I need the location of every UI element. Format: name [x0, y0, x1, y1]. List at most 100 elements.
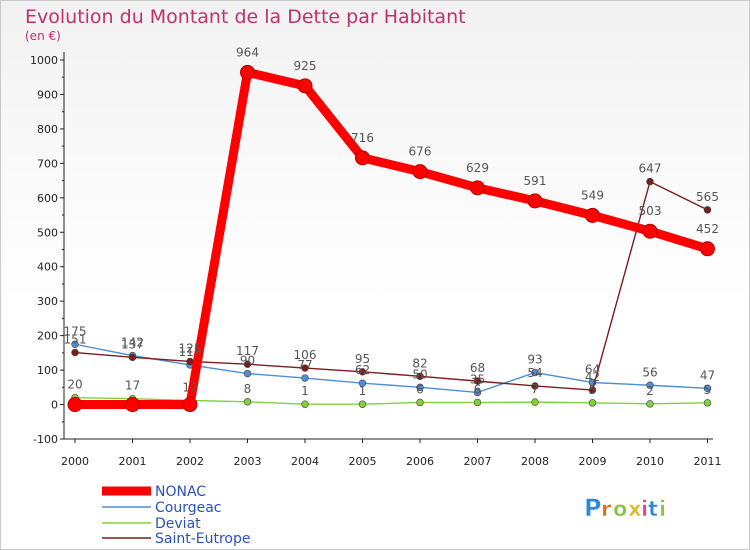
data-point-deviat: [531, 398, 539, 406]
data-label-saint-eutrope: 54: [527, 366, 542, 380]
data-point-deviat: [703, 399, 712, 407]
data-label-nonac: 676: [409, 145, 432, 159]
legend-label-nonac: NONAC: [155, 484, 206, 500]
data-label-courgeac: 64: [585, 362, 600, 376]
data-point-deviat: [646, 400, 654, 408]
data-point-nonac: [355, 150, 370, 166]
series-lines: [67, 64, 715, 413]
data-point-saint-eutrope: [473, 377, 482, 385]
data-point-courgeac: [358, 379, 367, 387]
y-tick-label: 300: [37, 295, 58, 308]
y-tick-label: 1000: [30, 54, 58, 67]
data-point-nonac: [642, 223, 658, 239]
data-point-courgeac: [531, 368, 539, 377]
brand-letter: x: [628, 497, 642, 521]
series-line-nonac: [70, 67, 712, 410]
data-label-courgeac: 142: [121, 336, 144, 350]
brand-letter: i: [659, 497, 666, 521]
data-point-saint-eutrope: [358, 368, 367, 376]
data-label-deviat: 8: [244, 382, 252, 396]
data-label-saint-eutrope: 137: [121, 337, 144, 351]
legend-label-saint-eutrope: Saint-Eutrope: [155, 531, 251, 547]
data-label-deviat: 12: [182, 380, 197, 394]
data-point-deviat: [473, 398, 482, 407]
y-tick-label: -100: [33, 433, 58, 446]
data-point-deviat: [358, 400, 367, 408]
data-point-nonac: [240, 64, 255, 80]
y-tick-label: 700: [37, 157, 58, 170]
data-point-deviat: [416, 398, 424, 407]
y-tick-label: 800: [37, 123, 58, 136]
x-tick-label: 2006: [406, 455, 434, 468]
data-point-courgeac: [243, 369, 252, 378]
data-label-nonac: 503: [639, 204, 662, 218]
x-tick-label: 2009: [579, 455, 607, 468]
x-tick-label: 2008: [521, 455, 549, 468]
data-point-deviat: [588, 399, 597, 407]
x-tick-label: 2011: [694, 455, 722, 468]
brand-letter: P: [584, 494, 602, 522]
data-point-saint-eutrope: [71, 348, 79, 357]
data-point-nonac: [470, 180, 485, 196]
y-tick-label: 900: [37, 88, 58, 101]
data-point-saint-eutrope: [243, 360, 252, 368]
data-point-nonac: [527, 193, 543, 209]
data-point-courgeac: [71, 340, 79, 348]
brand-letter: r: [601, 497, 612, 521]
data-label-saint-eutrope: 68: [470, 361, 485, 375]
data-label-deviat: 5: [589, 383, 597, 397]
y-tick-label: 200: [37, 330, 58, 343]
data-label-deviat: 1: [359, 384, 367, 398]
data-point-nonac: [297, 78, 313, 94]
brand-letter: i: [641, 497, 648, 521]
data-label-courgeac: 175: [64, 324, 87, 338]
data-label-nonac: 591: [524, 174, 547, 188]
data-point-saint-eutrope: [301, 364, 309, 372]
data-label-saint-eutrope: 82: [412, 356, 427, 370]
data-point-saint-eutrope: [646, 177, 654, 186]
data-point-deviat: [301, 400, 309, 408]
data-label-saint-eutrope: 42: [585, 370, 600, 384]
data-point-saint-eutrope: [703, 206, 712, 214]
y-tick-label: 400: [37, 261, 58, 274]
data-label-courgeac: 77: [297, 358, 312, 372]
x-tick-label: 2001: [119, 455, 147, 468]
data-point-nonac: [412, 164, 428, 180]
data-point-nonac: [182, 397, 198, 413]
data-point-courgeac: [301, 374, 309, 382]
data-point-saint-eutrope: [128, 353, 137, 362]
chart-title: Evolution du Montant de la Dette par Hab…: [25, 6, 466, 28]
x-tick-label: 2010: [636, 455, 664, 468]
data-label-courgeac: 90: [240, 354, 255, 368]
legend-label-courgeac: Courgeac: [155, 500, 222, 516]
data-label-saint-eutrope: 95: [355, 352, 370, 366]
data-label-courgeac: 35: [470, 372, 485, 386]
data-point-saint-eutrope: [186, 357, 194, 366]
x-tick-label: 2004: [291, 455, 319, 468]
x-tick-label: 2000: [61, 455, 89, 468]
data-label-deviat: 6: [416, 382, 424, 396]
x-tick-label: 2002: [176, 455, 204, 468]
data-label-courgeac: 56: [642, 365, 657, 379]
legend-label-deviat: Deviat: [155, 516, 201, 532]
data-label-saint-eutrope: 117: [236, 344, 259, 358]
data-label-saint-eutrope: 647: [639, 162, 662, 176]
data-point-courgeac: [416, 383, 424, 392]
data-label-courgeac: 47: [700, 368, 715, 382]
data-label-saint-eutrope: 125: [179, 341, 202, 355]
data-label-nonac: 629: [466, 161, 489, 175]
data-label-deviat: 5: [704, 383, 712, 397]
data-point-saint-eutrope: [531, 382, 539, 390]
data-point-courgeac: [703, 384, 712, 393]
y-tick-label: 500: [37, 226, 58, 239]
data-label-deviat: 7: [531, 382, 539, 396]
data-label-deviat: 20: [67, 378, 82, 392]
data-point-saint-eutrope: [416, 372, 424, 380]
data-label-courgeac: 93: [527, 353, 542, 367]
data-point-nonac: [67, 397, 83, 413]
data-point-nonac: [125, 397, 140, 413]
data-label-nonac: 964: [236, 45, 259, 59]
